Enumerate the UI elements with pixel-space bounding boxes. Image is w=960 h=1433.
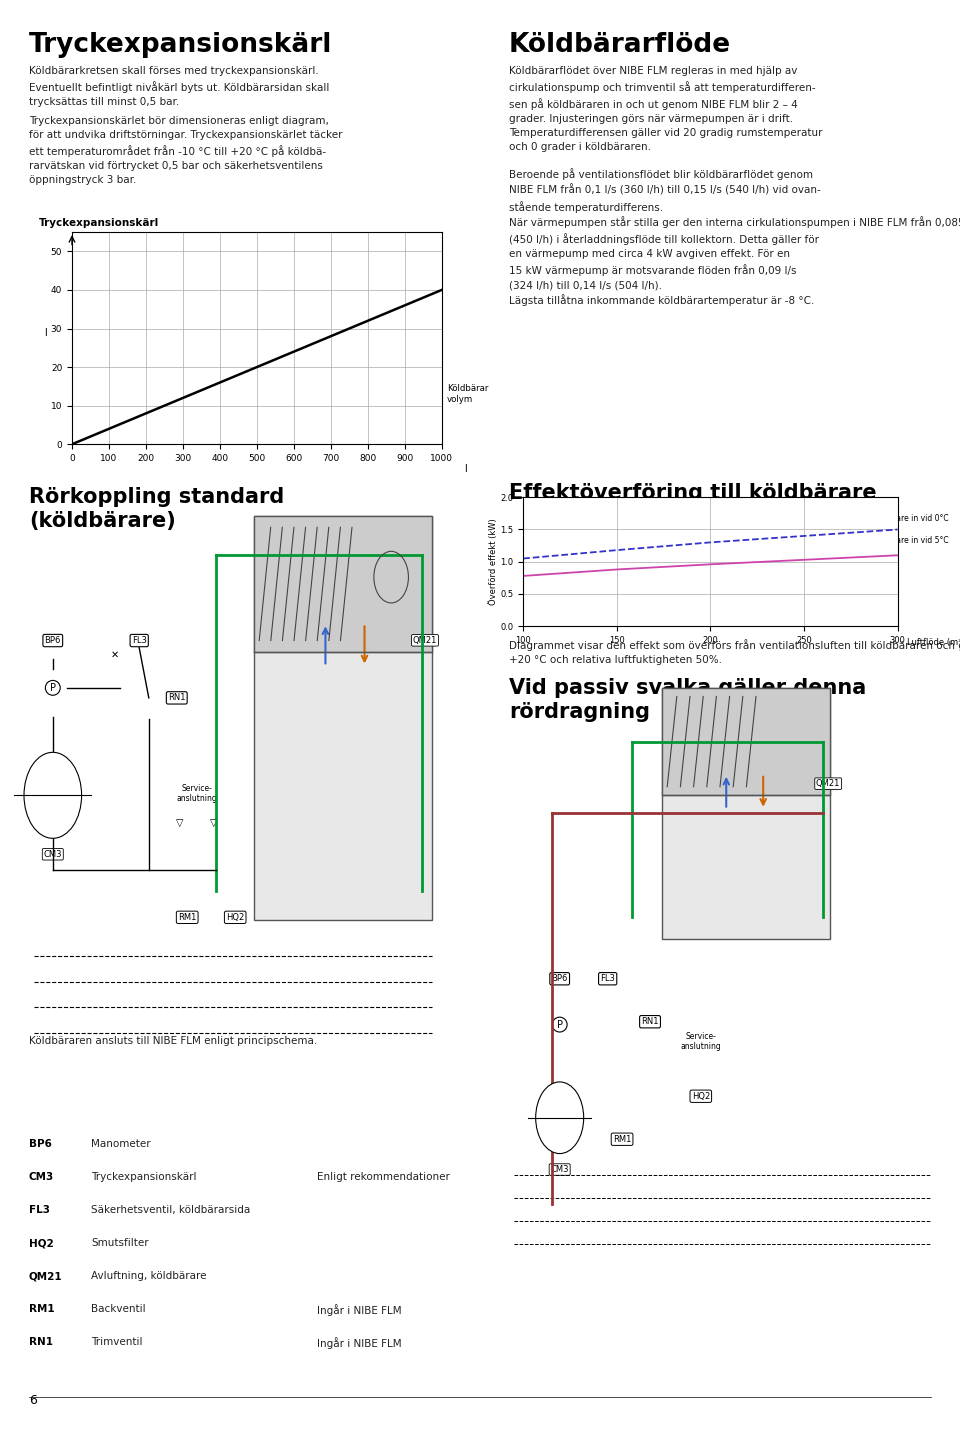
Text: HQ2: HQ2 xyxy=(226,913,245,921)
Text: Backventil: Backventil xyxy=(91,1304,146,1314)
Text: Tryckexpansionskärl: Tryckexpansionskärl xyxy=(91,1172,197,1182)
Text: QM21: QM21 xyxy=(29,1271,62,1281)
Text: HQ2: HQ2 xyxy=(691,1092,710,1101)
Text: Köldbäraren ansluts till NIBE FLM enligt principschema.: Köldbäraren ansluts till NIBE FLM enligt… xyxy=(29,1036,317,1046)
Text: P: P xyxy=(557,1020,563,1029)
Text: FL3: FL3 xyxy=(29,1205,50,1215)
Text: Rörkoppling standard
(köldbärare): Rörkoppling standard (köldbärare) xyxy=(29,487,284,532)
Bar xyxy=(662,688,830,795)
Text: Säkerhetsventil, köldbärarsida: Säkerhetsventil, köldbärarsida xyxy=(91,1205,251,1215)
Text: Beroende på ventilationsflödet blir köldbärarflödet genom
NIBE FLM från 0,1 l/s : Beroende på ventilationsflödet blir köld… xyxy=(509,168,821,212)
Text: CM3: CM3 xyxy=(550,1165,569,1174)
Text: RN1: RN1 xyxy=(168,694,185,702)
Text: QM21: QM21 xyxy=(816,780,840,788)
Circle shape xyxy=(536,1082,584,1154)
Text: BP6: BP6 xyxy=(44,636,61,645)
Text: CM3: CM3 xyxy=(43,850,62,858)
Text: Avluftning, köldbärare: Avluftning, köldbärare xyxy=(91,1271,206,1281)
Text: RM1: RM1 xyxy=(612,1135,632,1144)
Text: Tryckexpansionskärl: Tryckexpansionskärl xyxy=(29,32,332,57)
Text: ✕: ✕ xyxy=(111,651,119,659)
Text: Effektöverföring till köldbärare: Effektöverföring till köldbärare xyxy=(509,483,876,503)
Text: Tryckexpansionskärl: Tryckexpansionskärl xyxy=(38,218,158,228)
Text: Ingår i NIBE FLM: Ingår i NIBE FLM xyxy=(317,1304,401,1315)
Text: Vid passiv svalka gäller denna
rördragning: Vid passiv svalka gäller denna rördragni… xyxy=(509,678,866,722)
Text: Köldbärarflödet över NIBE FLM regleras in med hjälp av
cirkulationspump och trim: Köldbärarflödet över NIBE FLM regleras i… xyxy=(509,66,823,152)
Text: ▽: ▽ xyxy=(210,818,218,827)
Text: BP6: BP6 xyxy=(551,974,568,983)
Text: FL3: FL3 xyxy=(132,636,147,645)
Text: Köldbärare in vid 5°C: Köldbärare in vid 5°C xyxy=(867,536,948,545)
Text: Ingår i NIBE FLM: Ingår i NIBE FLM xyxy=(317,1337,401,1348)
Text: Köldbärare in vid 0°C: Köldbärare in vid 0°C xyxy=(867,514,948,523)
Text: Manometer: Manometer xyxy=(91,1139,151,1149)
Text: Service-
anslutning: Service- anslutning xyxy=(681,1032,721,1052)
Y-axis label: l: l xyxy=(44,328,47,338)
Text: Enligt rekommendationer: Enligt rekommendationer xyxy=(317,1172,449,1182)
Text: QM21: QM21 xyxy=(413,636,437,645)
Text: Köldbärar
volym: Köldbärar volym xyxy=(447,384,489,404)
Text: HQ2: HQ2 xyxy=(29,1238,54,1248)
Text: Köldbärarkretsen skall förses med tryckexpansionskärl.
Eventuellt befintligt niv: Köldbärarkretsen skall förses med trycke… xyxy=(29,66,329,107)
Text: Trimventil: Trimventil xyxy=(91,1337,143,1347)
Text: CM3: CM3 xyxy=(29,1172,54,1182)
Text: ▽: ▽ xyxy=(176,818,183,827)
Circle shape xyxy=(24,752,82,838)
Bar xyxy=(254,516,432,652)
Text: Tryckexpansionskärlet bör dimensioneras enligt diagram,
för att undvika driftstö: Tryckexpansionskärlet bör dimensioneras … xyxy=(29,116,343,185)
Text: 6: 6 xyxy=(29,1394,36,1407)
Text: Diagrammet visar den effekt som överförs från ventilationsluften till köldbärare: Diagrammet visar den effekt som överförs… xyxy=(509,639,960,665)
Text: P: P xyxy=(50,684,56,692)
Text: RM1: RM1 xyxy=(178,913,197,921)
Y-axis label: Överförd effekt (kW): Överförd effekt (kW) xyxy=(489,519,497,605)
Text: RN1: RN1 xyxy=(29,1337,53,1347)
Text: När värmepumpen står stilla ger den interna cirkulationspumpen i NIBE FLM från 0: När värmepumpen står stilla ger den inte… xyxy=(509,216,960,289)
Text: RM1: RM1 xyxy=(29,1304,55,1314)
Text: Luftflöde (m³/h): Luftflöde (m³/h) xyxy=(907,638,960,646)
Text: Service-
anslutning: Service- anslutning xyxy=(177,784,217,804)
Text: RN1: RN1 xyxy=(641,1017,659,1026)
Text: BP6: BP6 xyxy=(29,1139,52,1149)
Bar xyxy=(662,688,830,939)
Text: Köldbärarflöde: Köldbärarflöde xyxy=(509,32,731,57)
Bar xyxy=(254,516,432,920)
Text: FL3: FL3 xyxy=(600,974,615,983)
Text: Smutsfilter: Smutsfilter xyxy=(91,1238,149,1248)
Text: Lägsta tillåtna inkommande köldbärartemperatur är -8 °C.: Lägsta tillåtna inkommande köldbärartemp… xyxy=(509,294,814,305)
Text: l: l xyxy=(464,463,467,473)
